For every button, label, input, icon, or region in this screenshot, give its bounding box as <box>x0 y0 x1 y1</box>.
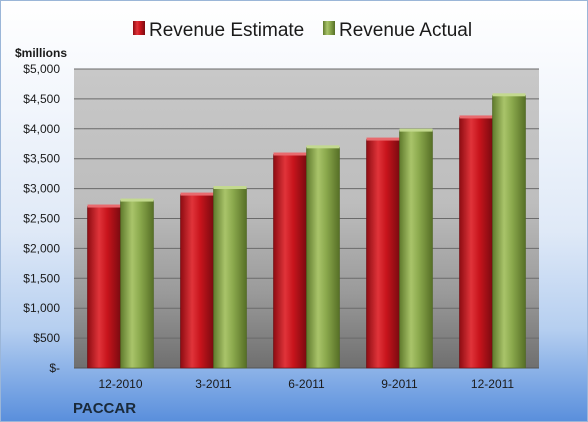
bar-revenue-estimate <box>366 139 400 369</box>
bar-revenue-estimate <box>180 194 214 369</box>
x-tick-label: 3-2011 <box>195 377 232 391</box>
y-tick-label: $4,500 <box>23 92 60 106</box>
bar-top-estimate <box>273 152 307 156</box>
y-tick-label: $2,000 <box>23 241 60 255</box>
bar-top-estimate <box>366 137 400 141</box>
bar-revenue-actual <box>213 187 247 369</box>
bar-top-estimate <box>180 192 214 196</box>
x-tick-label: 6-2011 <box>288 377 325 391</box>
bar-revenue-actual <box>492 95 526 369</box>
y-tick-label: $5,000 <box>23 62 60 76</box>
y-axis-ticks: $- $500 $1,000 $1,500 $2,000 $2,500 $3,000 $3,5… <box>23 62 60 375</box>
y-axis-unit-label: $millions <box>15 46 67 60</box>
y-tick-label: $3,000 <box>23 182 60 196</box>
y-tick-label: $1,000 <box>23 301 60 315</box>
bar-revenue-estimate <box>87 206 121 369</box>
y-tick-label: $4,000 <box>23 122 60 136</box>
bar-revenue-estimate <box>273 154 307 369</box>
bar-top-estimate <box>87 204 121 208</box>
legend: Revenue Estimate Revenue Actual <box>133 20 472 41</box>
bar-top-actual <box>306 145 340 149</box>
bar-revenue-actual <box>120 200 154 369</box>
legend-swatch-estimate <box>133 21 145 35</box>
y-tick-label: $2,500 <box>23 212 60 226</box>
y-tick-label: $3,500 <box>23 152 60 166</box>
bar-top-actual <box>120 198 154 202</box>
y-tick-label: $1,500 <box>23 271 60 285</box>
bar-revenue-actual <box>306 147 340 369</box>
bar-top-estimate <box>459 115 493 119</box>
y-tick-label: $- <box>49 361 60 375</box>
x-tick-label: 9-2011 <box>381 377 418 391</box>
bars <box>87 93 526 369</box>
legend-label-actual: Revenue Actual <box>339 20 472 41</box>
bar-top-actual <box>492 93 526 97</box>
bar-revenue-actual <box>399 130 433 369</box>
x-tick-label: 12-2010 <box>98 377 142 391</box>
legend-label-estimate: Revenue Estimate <box>149 20 304 41</box>
y-tick-label: $500 <box>33 331 60 345</box>
bar-revenue-estimate <box>459 117 493 369</box>
company-label: PACCAR <box>73 400 136 417</box>
bar-top-actual <box>213 186 247 190</box>
bar-top-actual <box>399 128 433 132</box>
legend-swatch-actual <box>323 21 335 35</box>
x-axis-ticks: 12-2010 3-2011 6-2011 9-2011 12-2011 <box>98 377 514 391</box>
x-tick-label: 12-2011 <box>471 377 514 391</box>
